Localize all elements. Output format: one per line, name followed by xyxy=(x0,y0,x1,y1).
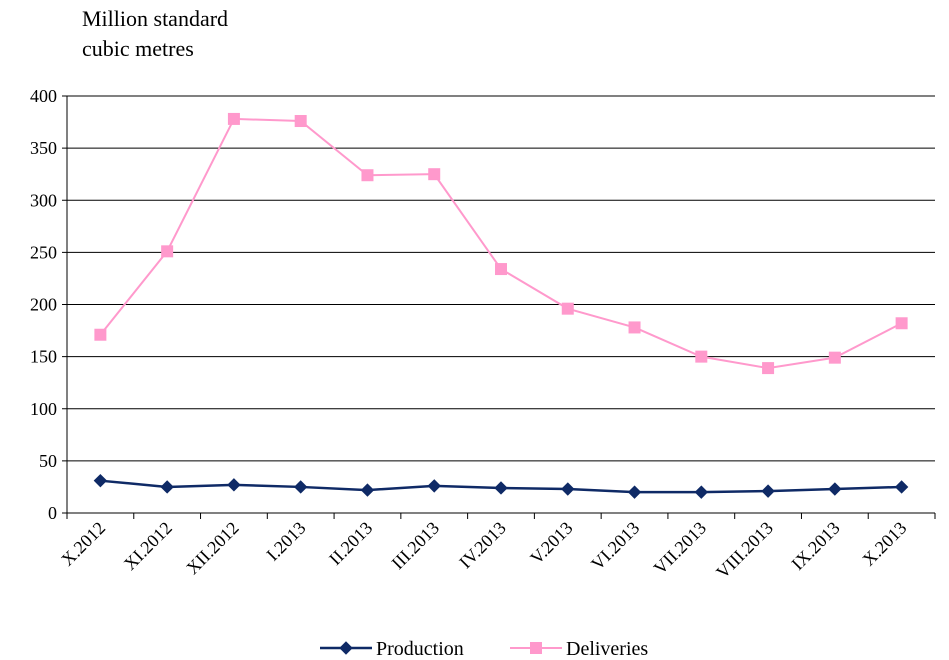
legend-item-deliveries: Deliveries xyxy=(510,638,648,660)
data-point xyxy=(160,480,174,494)
legend-item-production: Production xyxy=(320,638,464,660)
data-point xyxy=(93,473,108,488)
legend-label: Deliveries xyxy=(566,638,648,660)
x-tick-label: X.2013 xyxy=(858,518,910,570)
data-point xyxy=(494,481,508,495)
y-tick-label: 0 xyxy=(48,503,57,523)
data-point xyxy=(561,302,574,315)
x-tick-label: VI.2013 xyxy=(587,518,643,574)
y-tick-label: 400 xyxy=(30,86,57,106)
data-point xyxy=(361,169,374,182)
x-tick-label: III.2013 xyxy=(388,518,443,573)
data-point xyxy=(828,351,841,364)
y-tick-label: 50 xyxy=(39,451,57,471)
series-layer xyxy=(93,112,909,499)
data-point xyxy=(828,482,842,496)
data-point xyxy=(695,350,708,363)
y-tick-label: 200 xyxy=(30,295,57,315)
axes xyxy=(62,95,936,519)
x-tick-labels: X.2012 XI.2012 XII.2012 I.2013 II.2013 III.20… xyxy=(57,518,910,583)
data-point xyxy=(761,484,775,498)
y-axis-title: Million standard cubic metres xyxy=(82,6,228,61)
data-point xyxy=(895,317,908,330)
x-tick-label: I.2013 xyxy=(262,518,309,565)
x-tick-label: VIII.2013 xyxy=(712,518,777,583)
series-line xyxy=(99,117,903,370)
data-point xyxy=(428,168,441,181)
data-point xyxy=(294,115,307,128)
data-point xyxy=(762,362,775,375)
x-tick-label: IV.2013 xyxy=(455,518,510,573)
x-tick-label: IX.2013 xyxy=(787,518,843,574)
y-tick-label: 100 xyxy=(30,399,57,419)
y-tick-label: 150 xyxy=(30,347,57,367)
legend-swatch-marker xyxy=(339,641,353,655)
data-point xyxy=(427,479,441,493)
data-point xyxy=(161,245,174,258)
x-tick-label: II.2013 xyxy=(325,518,376,569)
data-point xyxy=(227,112,240,125)
series-production xyxy=(93,473,909,499)
y-tick-label: 350 xyxy=(30,138,57,158)
x-tick-label: XII.2012 xyxy=(182,518,242,578)
data-point xyxy=(94,328,107,341)
data-point xyxy=(628,321,641,334)
x-tick-label: XI.2012 xyxy=(120,518,176,574)
data-point xyxy=(694,485,709,499)
data-point xyxy=(227,478,241,492)
x-tick-label: V.2013 xyxy=(526,518,576,568)
y-tick-label: 250 xyxy=(30,242,57,262)
legend: Production Deliveries xyxy=(320,638,648,660)
gridlines xyxy=(67,95,935,462)
legend-swatch-marker xyxy=(530,642,542,654)
y-tick-label: 300 xyxy=(30,190,57,210)
x-tick-label: VII.2013 xyxy=(650,518,710,578)
legend-label: Production xyxy=(376,638,464,660)
x-tick-label: X.2012 xyxy=(57,518,109,570)
y-tick-labels: 0 50 100 150 200 250 300 350 400 xyxy=(30,86,57,523)
data-point xyxy=(293,480,308,494)
data-point xyxy=(894,480,909,494)
data-point xyxy=(561,482,575,496)
y-axis-title-line-1: Million standard xyxy=(82,6,228,31)
y-axis-title-line-2: cubic metres xyxy=(82,36,194,61)
data-point xyxy=(360,483,375,497)
data-point xyxy=(495,263,507,276)
data-point xyxy=(627,485,642,499)
series-deliveries xyxy=(94,112,908,375)
